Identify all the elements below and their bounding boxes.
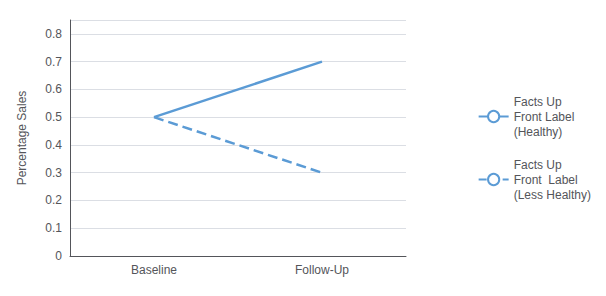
svg-text:0.8: 0.8 [45,27,62,41]
svg-text:(Healthy): (Healthy) [514,125,563,139]
svg-text:(Less Healthy): (Less Healthy) [514,188,591,202]
svg-text:0.3: 0.3 [45,166,62,180]
svg-text:0.2: 0.2 [45,193,62,207]
svg-text:0: 0 [55,249,62,263]
svg-text:Front Label: Front Label [514,110,575,124]
svg-text:Facts Up: Facts Up [514,95,562,109]
svg-text:Facts Up: Facts Up [514,158,562,172]
svg-text:Front Label: Front Label [514,173,578,187]
svg-text:0.4: 0.4 [45,138,62,152]
svg-text:Percentage Sales: Percentage Sales [15,91,29,186]
svg-text:Baseline: Baseline [131,263,177,277]
svg-text:0.1: 0.1 [45,221,62,235]
svg-text:0.5: 0.5 [45,110,62,124]
svg-text:0.6: 0.6 [45,82,62,96]
svg-text:Follow-Up: Follow-Up [295,263,349,277]
svg-text:0.7: 0.7 [45,55,62,69]
